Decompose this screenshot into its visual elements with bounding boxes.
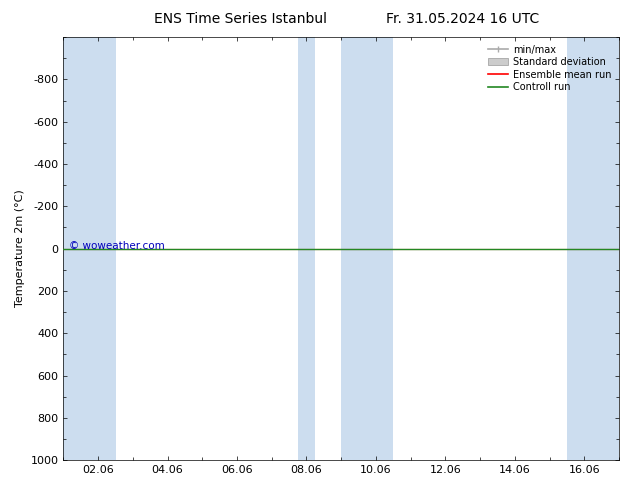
Bar — [567, 37, 619, 460]
Legend: min/max, Standard deviation, Ensemble mean run, Controll run: min/max, Standard deviation, Ensemble me… — [486, 42, 614, 95]
Text: ENS Time Series Istanbul: ENS Time Series Istanbul — [155, 12, 327, 26]
Y-axis label: Temperature 2m (°C): Temperature 2m (°C) — [15, 190, 25, 307]
Text: Fr. 31.05.2024 16 UTC: Fr. 31.05.2024 16 UTC — [386, 12, 540, 26]
Bar — [341, 37, 393, 460]
Bar — [298, 37, 315, 460]
Text: © woweather.com: © woweather.com — [69, 242, 165, 251]
Bar — [63, 37, 115, 460]
